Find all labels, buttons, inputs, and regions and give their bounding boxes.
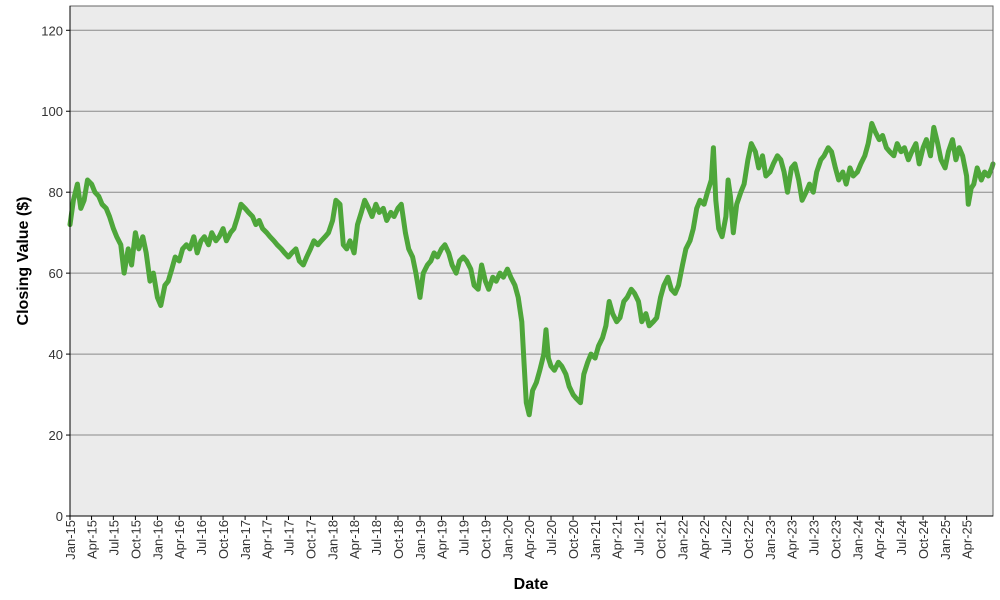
x-tick-label: Jul-20 bbox=[544, 520, 559, 555]
x-tick-label: Apr-17 bbox=[260, 520, 275, 559]
x-tick-label: Oct-24 bbox=[916, 520, 931, 559]
x-tick-label: Oct-16 bbox=[216, 520, 231, 559]
x-tick-label: Apr-25 bbox=[960, 520, 975, 559]
y-tick-label: 20 bbox=[49, 428, 63, 443]
x-tick-label: Oct-18 bbox=[391, 520, 406, 559]
y-tick-label: 40 bbox=[49, 347, 63, 362]
series-line bbox=[67, 120, 996, 418]
x-tick-label: Apr-20 bbox=[522, 520, 537, 559]
x-tick-label: Jan-23 bbox=[763, 520, 778, 560]
x-tick-label: Jan-24 bbox=[850, 520, 865, 560]
x-tick-label: Oct-23 bbox=[828, 520, 843, 559]
x-tick-label: Apr-18 bbox=[347, 520, 362, 559]
x-tick-label: Jan-19 bbox=[413, 520, 428, 560]
x-tick-label: Jul-23 bbox=[806, 520, 821, 555]
x-axis: Jan-15 Apr-15 Jul-15 Oct-15 Jan-16 Apr-16 Jul-… bbox=[63, 515, 993, 560]
x-tick-label: Jan-21 bbox=[588, 520, 603, 560]
y-tick-label: 120 bbox=[41, 23, 63, 38]
x-tick-label: Apr-21 bbox=[610, 520, 625, 559]
x-tick-label: Jul-24 bbox=[894, 520, 909, 555]
gridlines bbox=[70, 29, 993, 436]
x-tick-label: Oct-15 bbox=[128, 520, 143, 559]
x-tick-label: Jan-25 bbox=[938, 520, 953, 560]
x-tick-label: Oct-17 bbox=[304, 520, 319, 559]
x-tick-label: Oct-21 bbox=[653, 520, 668, 559]
x-tick-label: Jul-17 bbox=[281, 520, 296, 555]
x-tick-label: Apr-15 bbox=[85, 520, 100, 559]
y-axis-title: Closing Value ($) bbox=[15, 197, 32, 326]
x-tick-label: Jul-19 bbox=[456, 520, 471, 555]
x-tick-label: Jul-22 bbox=[719, 520, 734, 555]
x-tick-label: Jan-17 bbox=[238, 520, 253, 560]
x-tick-label: Apr-16 bbox=[172, 520, 187, 559]
x-tick-label: Jan-20 bbox=[500, 520, 515, 560]
x-tick-label: Jul-15 bbox=[106, 520, 121, 555]
x-tick-label: Oct-22 bbox=[741, 520, 756, 559]
y-tick-label: 100 bbox=[41, 104, 63, 119]
series-layer bbox=[67, 120, 996, 418]
x-tick-label: Apr-19 bbox=[435, 520, 450, 559]
y-tick-label: 60 bbox=[49, 266, 63, 281]
x-tick-label: Jan-22 bbox=[676, 520, 691, 560]
x-tick-label: Jul-21 bbox=[631, 520, 646, 555]
x-tick-label: Jul-16 bbox=[194, 520, 209, 555]
x-tick-label: Oct-20 bbox=[566, 520, 581, 559]
x-axis-title: Date bbox=[514, 576, 549, 593]
y-axis: 0 20 40 60 80 100 120 bbox=[41, 6, 71, 524]
x-tick-label: Jan-15 bbox=[63, 520, 78, 560]
plot-area bbox=[70, 6, 993, 516]
y-tick-label: 80 bbox=[49, 185, 63, 200]
x-tick-label: Jul-18 bbox=[369, 520, 384, 555]
y-tick-label: 0 bbox=[56, 509, 63, 524]
x-tick-label: Oct-19 bbox=[478, 520, 493, 559]
x-tick-label: Jan-16 bbox=[150, 520, 165, 560]
x-tick-label: Apr-24 bbox=[872, 520, 887, 559]
x-tick-label: Jan-18 bbox=[326, 520, 341, 560]
x-tick-label: Apr-23 bbox=[785, 520, 800, 559]
x-tick-label: Apr-22 bbox=[697, 520, 712, 559]
